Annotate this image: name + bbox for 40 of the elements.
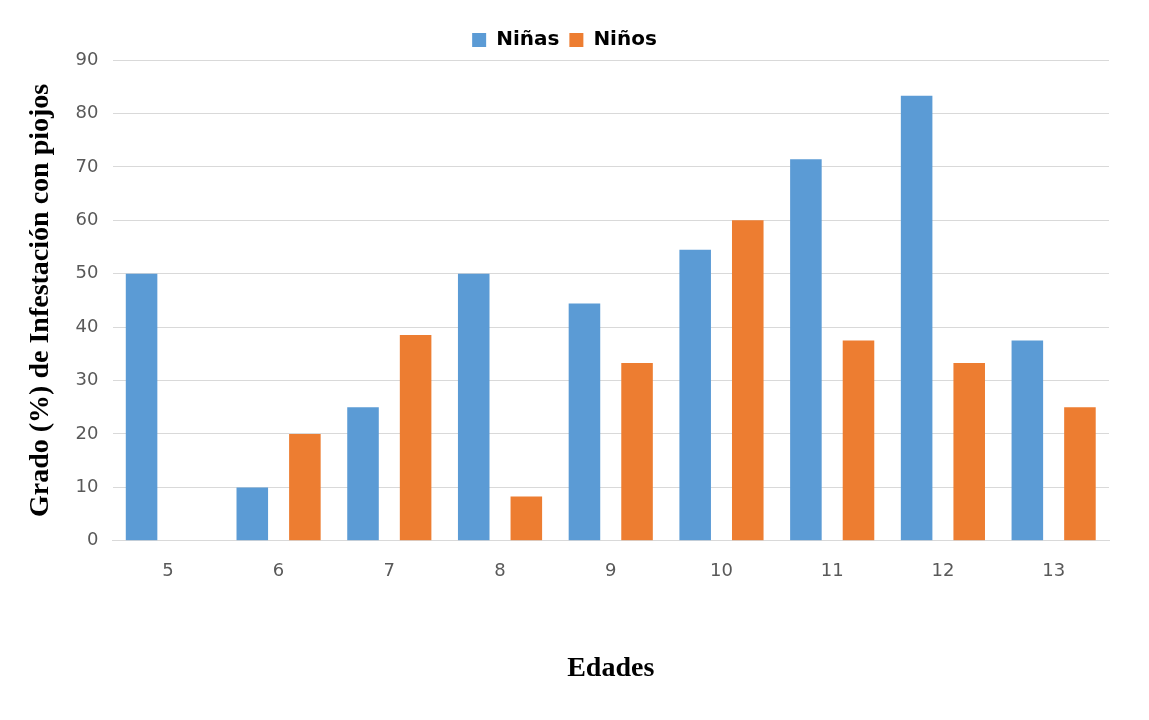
bar xyxy=(289,433,321,541)
y-tick-label: 40 xyxy=(75,314,99,336)
x-tick-label: 10 xyxy=(710,559,733,581)
y-tick-label: 60 xyxy=(75,207,99,229)
bar xyxy=(457,273,490,541)
x-tick-label: 12 xyxy=(931,559,955,581)
bar xyxy=(679,249,711,541)
y-tick-label: 90 xyxy=(75,47,99,69)
bar xyxy=(842,340,875,541)
bar xyxy=(621,362,653,541)
legend-label: Niñas xyxy=(496,26,560,51)
bar xyxy=(510,496,543,541)
bar xyxy=(790,159,822,541)
legend-label: Niños xyxy=(593,26,657,51)
y-tick-label: 70 xyxy=(75,154,99,176)
bar xyxy=(900,95,933,541)
x-tick-label: 5 xyxy=(162,559,174,581)
x-tick-label: 6 xyxy=(272,559,285,581)
bar xyxy=(125,273,158,541)
y-tick-label: 50 xyxy=(75,261,99,283)
y-tick-label: 30 xyxy=(75,368,99,390)
y-tick-label: 80 xyxy=(75,101,99,123)
x-tick-label: 11 xyxy=(820,559,844,581)
x-tick-label: 8 xyxy=(494,559,506,581)
bar xyxy=(1064,407,1096,541)
bar xyxy=(399,335,432,541)
bar xyxy=(953,362,985,541)
bar xyxy=(568,303,601,541)
y-tick-label: 20 xyxy=(75,421,99,443)
y-tick-label: 10 xyxy=(75,475,99,497)
bar xyxy=(347,407,379,541)
bar xyxy=(1011,340,1044,541)
bar xyxy=(236,487,269,541)
x-tick-label: 7 xyxy=(383,559,396,581)
y-axis-title: Grado (%) de Infestación con piojos xyxy=(23,83,55,518)
x-axis-title: Edades xyxy=(567,651,655,683)
x-tick-label: 9 xyxy=(605,559,617,581)
bar xyxy=(731,220,764,541)
y-tick-label: 0 xyxy=(87,528,99,550)
x-tick-label: 13 xyxy=(1042,559,1066,581)
